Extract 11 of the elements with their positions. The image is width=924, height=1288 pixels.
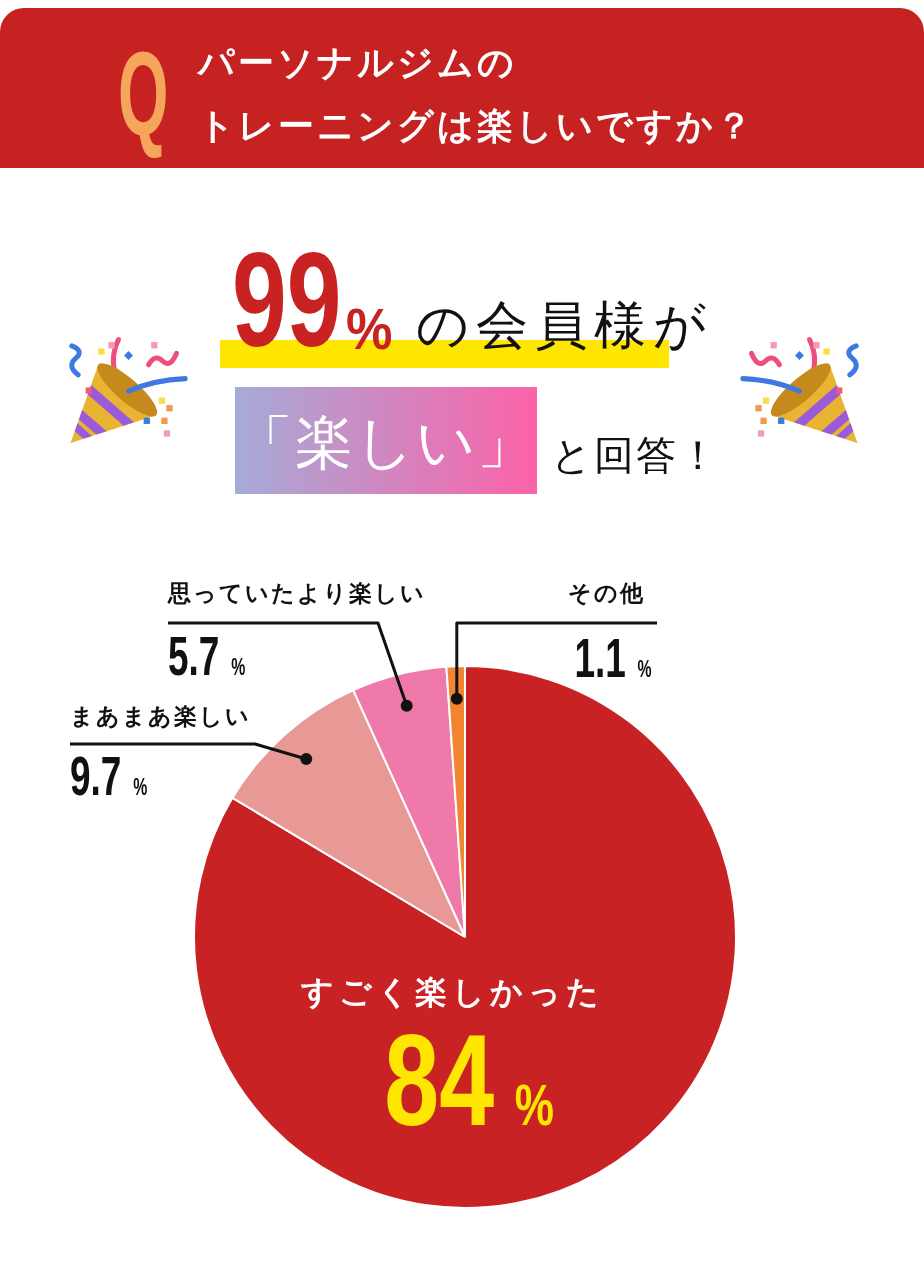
slice-label: その他 [568,579,645,606]
text: の会員様が [416,294,713,355]
text: と回答！ [551,432,720,479]
data-label: 1.1% [574,626,652,689]
text: 「楽しい」 [235,407,537,476]
slice-label: 思っていたより楽しい [167,579,426,606]
data-label: 5.7% [168,624,246,687]
data-label: 9.7% [70,744,148,807]
slice-label: まあまあ楽しい [70,702,251,729]
text: Q [118,28,169,161]
chart-title: パーソナルジムのトレーニングは楽しいですか？ [198,42,755,146]
